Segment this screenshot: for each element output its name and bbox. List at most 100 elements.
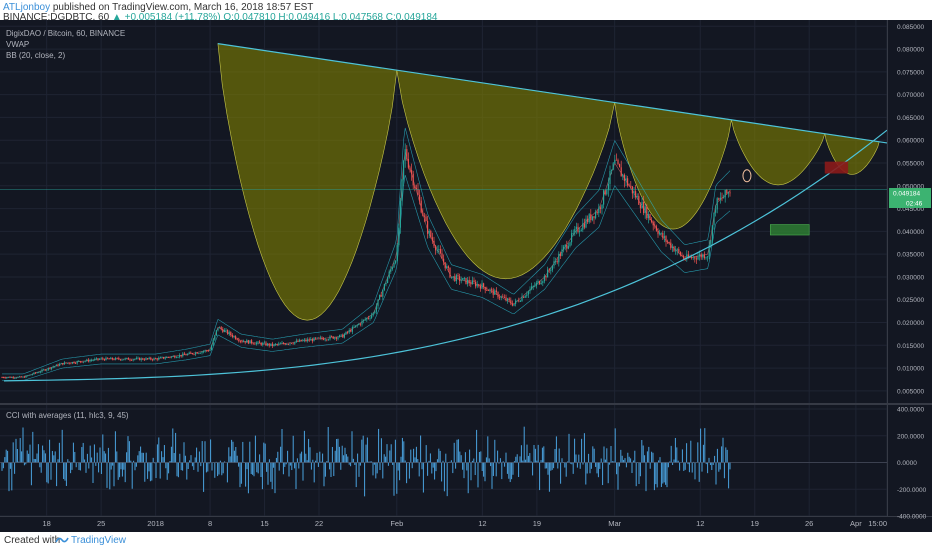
candle-body [524, 295, 526, 298]
time-tick-label: Mar [608, 519, 621, 528]
candle-body [316, 337, 318, 339]
candle-body [219, 327, 221, 329]
candle-body [559, 253, 561, 256]
candle-body [347, 331, 349, 333]
candle-body [436, 249, 438, 251]
candle-body [641, 201, 643, 209]
price-tick-label: 0.010000 [897, 366, 924, 373]
author-link[interactable]: ATLjonboy [3, 2, 51, 13]
candle-body [422, 212, 424, 216]
candle-body [518, 300, 520, 302]
candle-body [575, 226, 577, 229]
candle-body [427, 220, 429, 234]
candle-body [679, 251, 681, 256]
candle-body [236, 339, 238, 340]
candle-body [375, 306, 377, 312]
candle-body [350, 330, 352, 332]
candle-body [617, 159, 619, 165]
candle-body [225, 329, 227, 331]
time-tick-label: 18 [43, 519, 51, 528]
candle-body [585, 218, 587, 228]
candle-body [609, 170, 611, 184]
candle-body [476, 284, 478, 287]
candle-body [1, 377, 3, 379]
candle-body [211, 345, 213, 351]
candle-body [622, 174, 624, 177]
candle-body [372, 312, 374, 316]
price-tick-label: 0.080000 [897, 47, 924, 54]
axes: 0.005000 0.010000 0.015000 0.020000 0.025000… [0, 20, 932, 528]
candle-body [228, 332, 230, 334]
chart-area[interactable]: 0.005000 0.010000 0.015000 0.020000 0.025000… [0, 20, 932, 532]
candle-body [423, 215, 425, 217]
tradingview-brand-link[interactable]: TradingView [71, 535, 127, 546]
candle-body [459, 276, 461, 282]
candle-body [385, 282, 387, 285]
cup-shape [217, 43, 398, 321]
candle-body [41, 369, 43, 372]
candle-body [3, 377, 5, 379]
candle-body [167, 357, 169, 358]
candle-body [489, 289, 491, 291]
candle-body [710, 240, 712, 245]
candle-body [108, 358, 110, 360]
candle-body [563, 246, 565, 250]
candle-body [668, 242, 670, 243]
candle-body [356, 324, 358, 326]
candle-body [695, 258, 697, 260]
candle-body [103, 359, 105, 361]
time-tick-label: 15 [260, 519, 268, 528]
candle-body [655, 226, 657, 231]
cci-tick-label: 200.0000 [897, 433, 924, 440]
candle-body [409, 167, 411, 171]
candle-body [487, 290, 489, 292]
candle-body [203, 351, 205, 353]
candle-body [79, 361, 81, 362]
candle-body [321, 337, 323, 339]
candle-body [649, 214, 651, 221]
candle-body [483, 283, 485, 287]
candle-body [444, 262, 446, 269]
candle-body [291, 343, 293, 345]
candle-body [22, 376, 24, 378]
support-trendline [3, 129, 888, 382]
candle-body [230, 332, 232, 335]
price-tick-label: 0.055000 [897, 161, 924, 168]
candle-body [223, 330, 225, 332]
candle-body [87, 359, 89, 362]
candle-body [550, 270, 552, 271]
cup-shape [731, 119, 826, 186]
candle-body [433, 240, 435, 247]
footer: Created with TradingView [0, 532, 932, 550]
candle-body [380, 295, 382, 297]
candle-body [59, 364, 61, 366]
candle-body [593, 216, 595, 219]
candle-body [67, 362, 69, 364]
candle-body [633, 191, 635, 194]
candle-body [265, 342, 267, 346]
candle-body [249, 340, 251, 344]
candle-body [515, 300, 517, 304]
candle-body [667, 241, 669, 243]
candle-body [105, 357, 107, 361]
candle-body [500, 296, 502, 298]
candle-body [52, 366, 54, 368]
candle-body [243, 341, 245, 343]
chart-canvas[interactable]: 0.005000 0.010000 0.015000 0.020000 0.025000… [0, 20, 932, 532]
candle-body [286, 344, 288, 345]
candle-body [606, 190, 608, 195]
candle-body [92, 360, 94, 361]
candle-body [358, 323, 360, 325]
candle-body [195, 352, 197, 355]
candle-body [6, 377, 8, 379]
candle-body [724, 189, 726, 198]
candle-body [351, 327, 353, 332]
candle-body [115, 357, 117, 360]
candle-body [529, 289, 531, 292]
candle-body [534, 285, 536, 287]
candle-body [707, 256, 709, 258]
candle-body [521, 296, 523, 302]
candle-body [580, 229, 582, 232]
candle-body [180, 354, 182, 357]
candle-body [596, 211, 598, 214]
